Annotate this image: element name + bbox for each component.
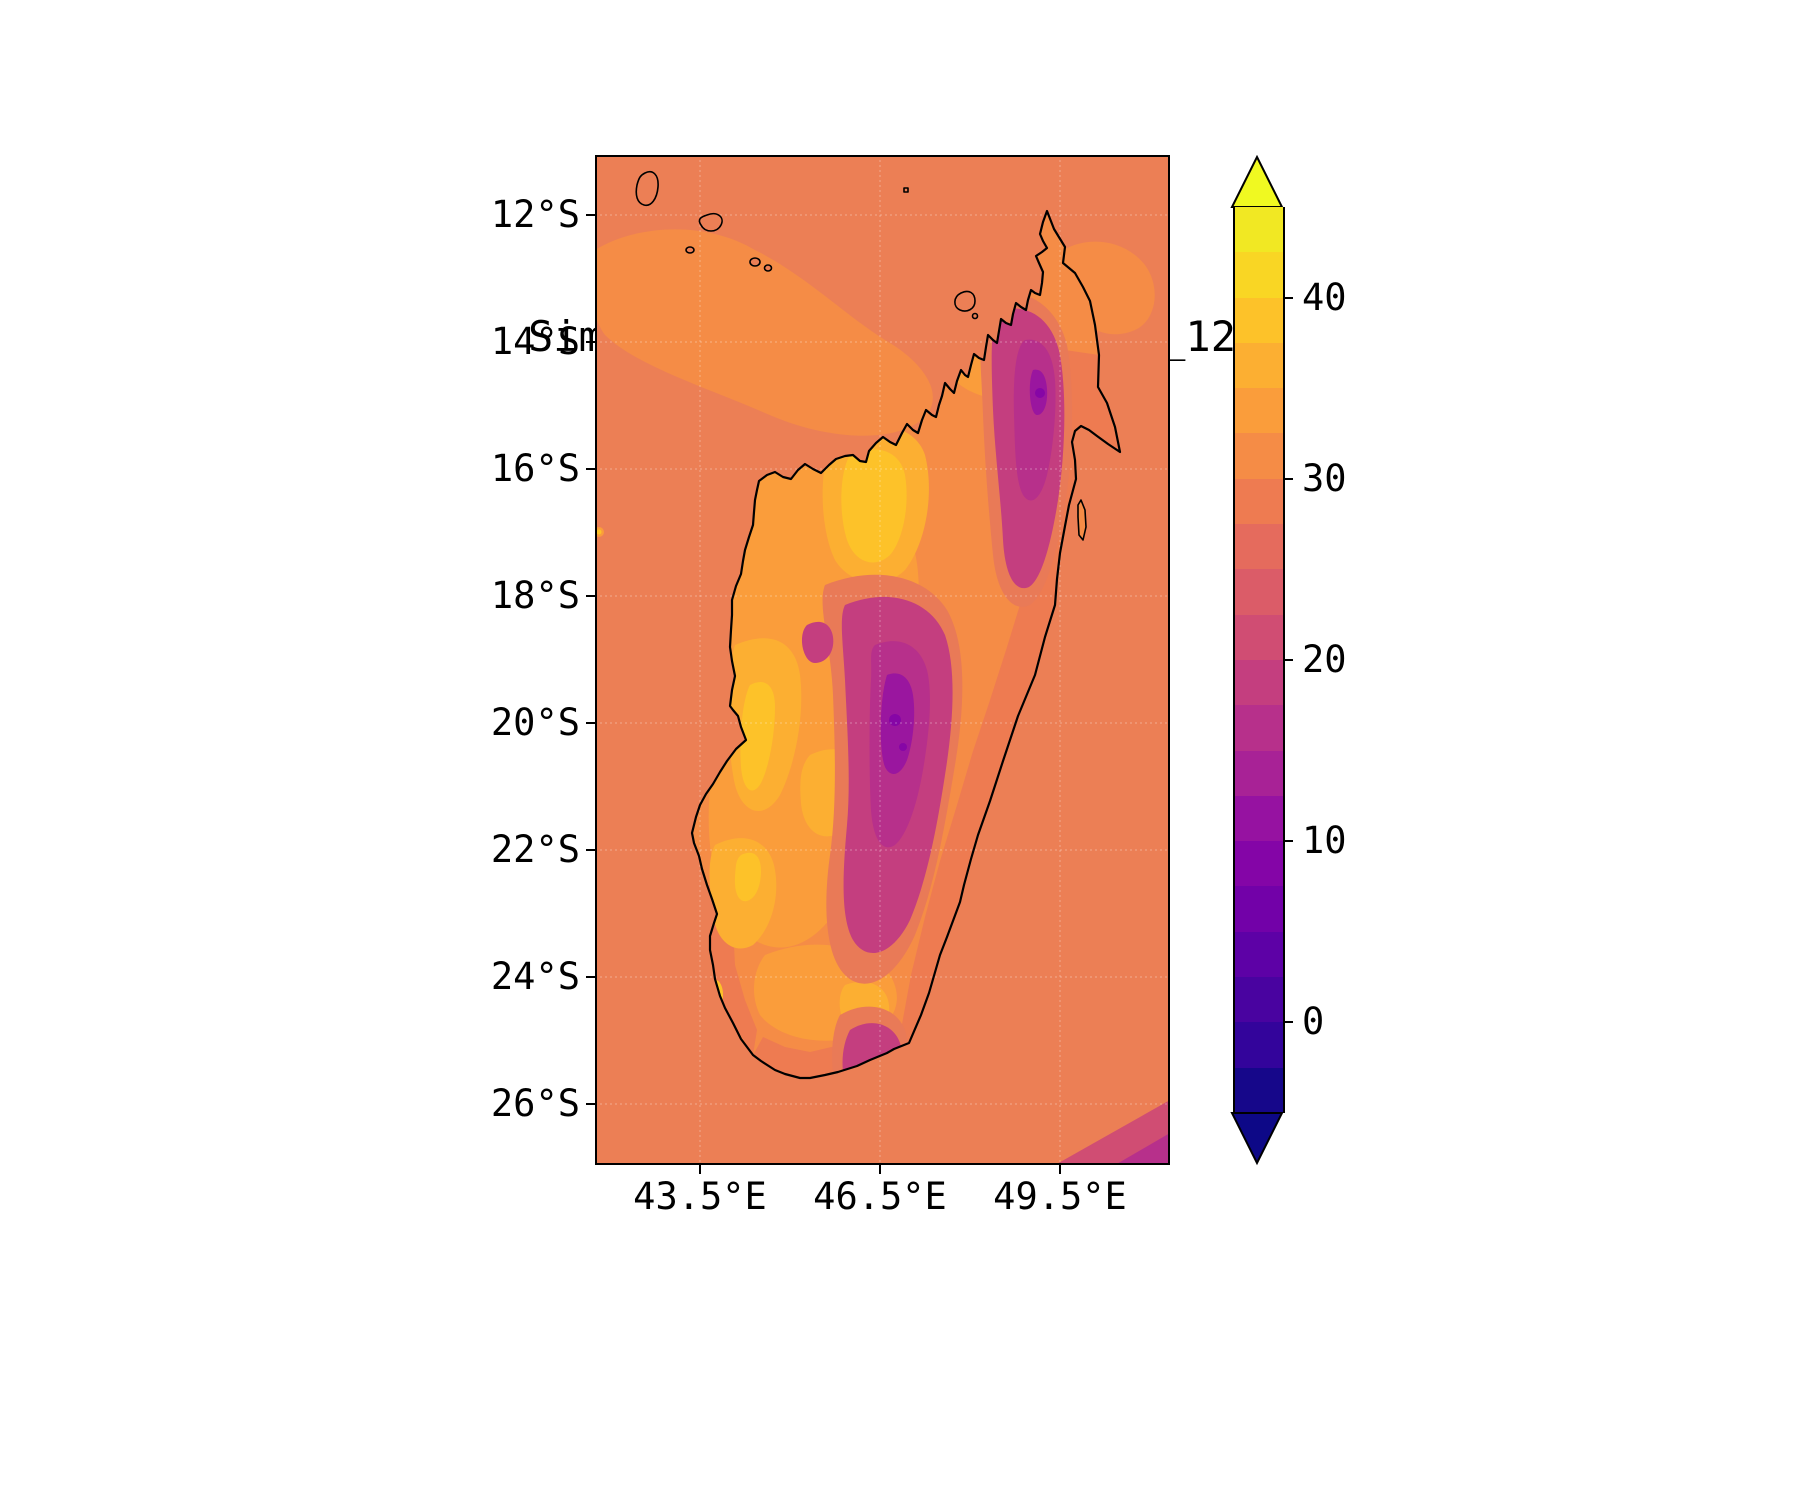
small-islands: [635, 171, 1087, 541]
colorbar-band: [1235, 478, 1283, 525]
colorbar-tick: [1283, 478, 1293, 480]
colorbar-band: [1235, 388, 1283, 434]
x-axis-tick: [879, 1165, 881, 1174]
colorbar-tick: [1283, 659, 1293, 661]
x-axis-tick: [699, 1165, 701, 1174]
x-tick-label: 43.5°E: [633, 1175, 767, 1218]
colorbar-band: [1235, 795, 1283, 842]
colorbar-under-arrow: [1230, 1112, 1284, 1166]
colorbar-tick: [1283, 1021, 1293, 1023]
y-axis-tick: [586, 214, 595, 216]
colorbar-band: [1235, 931, 1283, 978]
colorbar-band: [1235, 524, 1283, 570]
y-axis-tick: [586, 976, 595, 978]
y-tick-label: 18°S: [490, 574, 580, 617]
colorbar-band: [1235, 1067, 1283, 1113]
colorbar-band: [1235, 207, 1283, 253]
y-axis-tick: [586, 1103, 595, 1105]
colorbar-band: [1235, 1022, 1283, 1068]
y-axis-tick: [586, 595, 595, 597]
colorbar-band: [1235, 886, 1283, 932]
y-tick-label: 26°S: [490, 1082, 580, 1125]
x-tick-label: 49.5°E: [993, 1175, 1127, 1218]
colorbar-band: [1235, 750, 1283, 796]
colorbar-band: [1235, 841, 1283, 887]
cool-sst-wedge-core: [1115, 1133, 1170, 1165]
warm-sst-patch: [595, 229, 933, 436]
colorbar-band: [1235, 569, 1283, 615]
colorbar-over-arrow-shape: [1230, 155, 1284, 208]
colorbar-tick: [1283, 840, 1293, 842]
colorbar-tick-label: 10: [1302, 819, 1347, 862]
colorbar-tick-label: 40: [1302, 276, 1347, 319]
colorbar-band: [1235, 433, 1283, 479]
y-tick-label: 24°S: [490, 955, 580, 998]
colorbar-under-arrow-shape: [1230, 1112, 1284, 1166]
colorbar-over-arrow: [1230, 155, 1284, 208]
colorbar-bands: [1233, 207, 1285, 1113]
cool-sst-wedge: [1055, 1100, 1170, 1165]
x-tick-label: 46.5°E: [813, 1175, 947, 1218]
y-tick-label: 14°S: [490, 320, 580, 363]
temperature-map: [595, 155, 1170, 1165]
y-axis-tick: [586, 722, 595, 724]
colorbar-band: [1235, 614, 1283, 660]
y-tick-label: 12°S: [490, 193, 580, 236]
plot-frame: [595, 155, 1170, 1165]
colorbar-band: [1235, 297, 1283, 343]
y-axis-tick: [586, 849, 595, 851]
y-tick-label: 20°S: [490, 701, 580, 744]
colorbar-band: [1235, 659, 1283, 706]
y-axis-tick: [586, 341, 595, 343]
colorbar-band: [1235, 705, 1283, 751]
colorbar-band: [1235, 252, 1283, 298]
colorbar-band: [1235, 977, 1283, 1023]
small-island-hotspot-core: [596, 529, 602, 535]
gridlines: [595, 155, 1170, 1165]
x-axis-tick: [1059, 1165, 1061, 1174]
colorbar-tick-label: 0: [1302, 1000, 1325, 1043]
colorbar-tick: [1283, 297, 1293, 299]
colorbar-band: [1235, 342, 1283, 389]
colorbar-tick-label: 30: [1302, 457, 1347, 500]
colorbar-tick-label: 20: [1302, 638, 1347, 681]
y-axis-tick: [586, 468, 595, 470]
y-tick-label: 16°S: [490, 447, 580, 490]
map-plot: [595, 155, 1170, 1165]
y-tick-label: 22°S: [490, 828, 580, 871]
